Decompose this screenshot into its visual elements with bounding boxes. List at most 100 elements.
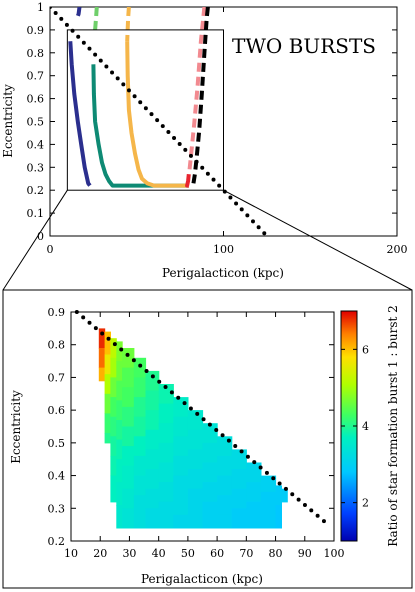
overview-y-tick-label: 0.5 bbox=[27, 116, 45, 129]
heatmap-cell bbox=[116, 439, 123, 460]
heatmap-x-tick-label: 90 bbox=[298, 547, 312, 560]
heatmap-cell bbox=[231, 469, 247, 490]
heatmap-cell bbox=[231, 449, 247, 470]
heatmap-x-tick-label: 30 bbox=[122, 547, 136, 560]
heatmap-cell bbox=[110, 475, 117, 503]
heatmap-cell bbox=[145, 469, 160, 490]
heatmap-cell bbox=[116, 380, 123, 401]
colorbar-tick-label: 4 bbox=[362, 420, 369, 433]
heatmap-cell bbox=[158, 462, 174, 483]
overview-y-tick-label: 0.8 bbox=[27, 47, 45, 60]
heatmap-x-tick-label: 50 bbox=[181, 547, 195, 560]
heatmap-cell bbox=[173, 475, 189, 496]
heatmap-cell bbox=[275, 485, 282, 506]
overview-series-1-line bbox=[75, 7, 82, 20]
heatmap-cell bbox=[110, 397, 117, 418]
heatmap-cell bbox=[133, 416, 147, 437]
heatmap-cell bbox=[110, 455, 117, 477]
heatmap-cell bbox=[145, 488, 160, 509]
heatmap-cell bbox=[116, 505, 123, 529]
overview-series-7-line bbox=[187, 7, 207, 173]
heatmap-y-tick-label: 0.3 bbox=[48, 502, 66, 515]
heatmap-x-tick-label: 100 bbox=[324, 547, 345, 560]
zoom-box bbox=[66, 29, 224, 191]
heatmap-cell bbox=[133, 377, 147, 398]
eccentricity-boundary-dots bbox=[74, 310, 331, 527]
heatmap-cell bbox=[145, 508, 160, 529]
heatmap-cell bbox=[122, 367, 135, 388]
heatmap-cell bbox=[122, 508, 135, 529]
heatmap-cell bbox=[133, 357, 147, 378]
heatmap-y-tick-label: 0.6 bbox=[48, 404, 66, 417]
colorbar-tick-label: 2 bbox=[362, 497, 369, 510]
heatmap-cell bbox=[173, 455, 189, 477]
heatmap-cell bbox=[187, 469, 204, 490]
heatmap-cell bbox=[145, 370, 160, 392]
heatmap-cell bbox=[202, 442, 218, 464]
heatmap-cell bbox=[110, 338, 117, 359]
heatmap-cell bbox=[202, 501, 218, 529]
annotation-two-bursts: TWO BURSTS bbox=[232, 34, 376, 58]
heatmap-cell bbox=[158, 501, 174, 529]
overview-series-2-line bbox=[91, 64, 189, 188]
heatmap-cell bbox=[133, 436, 147, 457]
heatmap-cell bbox=[145, 410, 160, 431]
heatmap-cell bbox=[202, 482, 218, 503]
heatmap-cell bbox=[202, 462, 218, 483]
overview-y-tick-label: 0.7 bbox=[27, 70, 45, 83]
heatmap-cells bbox=[98, 328, 288, 529]
colorbar-label: Ratio of star formation burst 1 : burst … bbox=[386, 305, 400, 547]
heatmap-y-tick-label: 0.8 bbox=[48, 339, 66, 352]
overview-x-tick-label: 0 bbox=[47, 243, 54, 256]
heatmap-cell bbox=[110, 357, 117, 378]
heatmap-cell bbox=[98, 348, 106, 369]
zoom-connector-right bbox=[223, 189, 413, 291]
heatmap-cell bbox=[104, 413, 111, 434]
heatmap-cell bbox=[104, 331, 111, 356]
heatmap-cell bbox=[116, 482, 123, 506]
heatmap-x-tick-label: 60 bbox=[210, 547, 224, 560]
overview-x-tick-label: 100 bbox=[213, 243, 234, 256]
heatmap-cell bbox=[158, 403, 174, 424]
overview-series-0-line bbox=[68, 41, 92, 187]
colorbar-ticks: 2 4 6 bbox=[341, 343, 369, 510]
heatmap-cell bbox=[116, 400, 123, 421]
heatmap-x-tick-label: 40 bbox=[152, 547, 166, 560]
heatmap-x-tick-label: 10 bbox=[64, 547, 78, 560]
heatmap-cell bbox=[217, 495, 233, 516]
heatmap-y-tick-label: 0.9 bbox=[48, 306, 66, 319]
heatmap-cell bbox=[122, 488, 135, 509]
heatmap-cell bbox=[187, 488, 204, 509]
heatmap-cell bbox=[217, 514, 233, 529]
heatmap-cell bbox=[275, 505, 282, 529]
heatmap-cell bbox=[145, 390, 160, 411]
overview-y-tick-label: 0 bbox=[37, 230, 44, 243]
heatmap-cell bbox=[98, 367, 106, 382]
overview-series-layer bbox=[50, 7, 269, 236]
heatmap-cell bbox=[187, 508, 204, 529]
heatmap-x-tick-label: 70 bbox=[239, 547, 253, 560]
heatmap-y-tick-label: 0.2 bbox=[48, 535, 66, 548]
heatmap-cell bbox=[217, 455, 233, 477]
overview-y-tick-label: 0.6 bbox=[27, 93, 45, 106]
zoom-heatmap-chart: 10 20 30 40 50 60 70 80 90 100 0.2 0.3 0.4 0.5 0.6 0.7 0… bbox=[9, 305, 400, 586]
heatmap-cell bbox=[173, 495, 189, 516]
overview-y-tick-label: 0.9 bbox=[27, 24, 45, 37]
heatmap-cell bbox=[173, 436, 189, 457]
boundary-dotted-line bbox=[74, 310, 331, 527]
heatmap-y-tick-label: 0.5 bbox=[48, 437, 66, 450]
overview-y-tick-label: 0.2 bbox=[27, 184, 45, 197]
zoom-connector-left bbox=[2, 189, 68, 291]
heatmap-cell bbox=[246, 501, 262, 529]
heatmap-cell bbox=[104, 374, 111, 395]
overview-series-6-line bbox=[185, 173, 191, 188]
heatmap-cell bbox=[116, 341, 123, 362]
heatmap-cell bbox=[173, 397, 189, 418]
heatmap-cell bbox=[145, 429, 160, 450]
heatmap-cell bbox=[110, 436, 117, 457]
overview-y-tick-label: 1 bbox=[37, 1, 44, 14]
heatmap-axes: 10 20 30 40 50 60 70 80 90 100 0.2 0.3 0.4 0.5 0.6 0.7 0… bbox=[48, 306, 345, 560]
heatmap-cell bbox=[104, 393, 111, 414]
heatmap-cell bbox=[122, 446, 135, 467]
